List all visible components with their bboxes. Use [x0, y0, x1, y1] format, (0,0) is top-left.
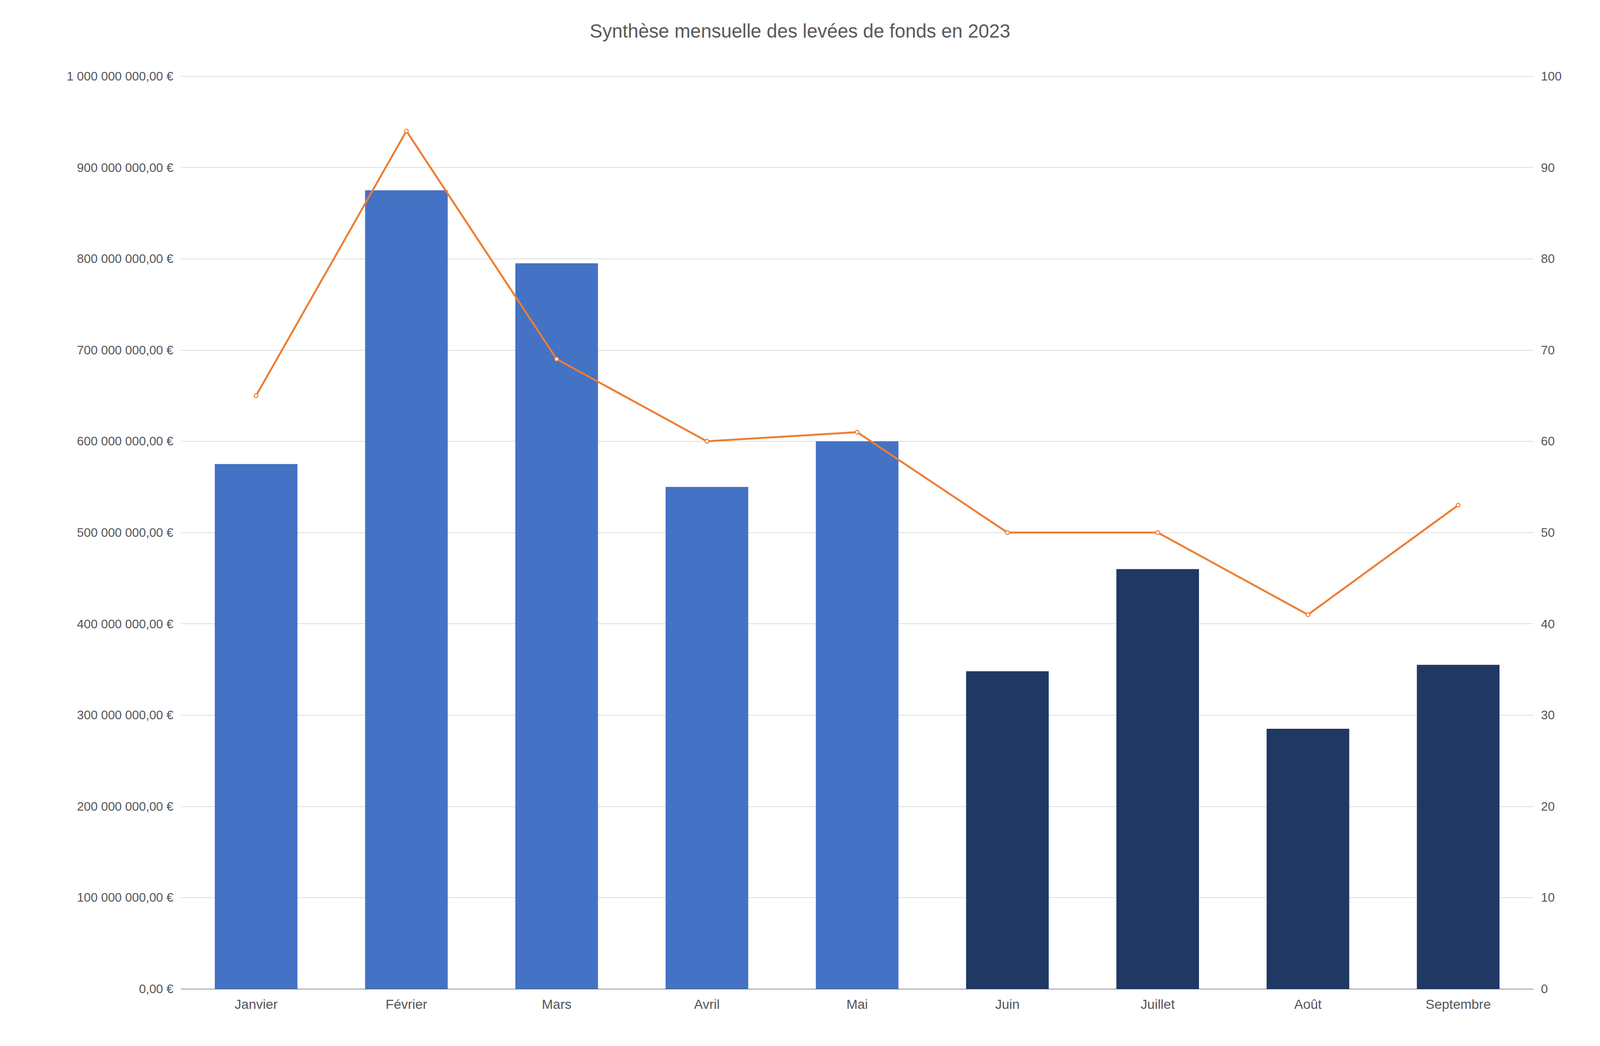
svg-text:20: 20 [1540, 799, 1555, 814]
svg-text:500 000 000,00 €: 500 000 000,00 € [77, 525, 174, 540]
svg-text:200 000 000,00 €: 200 000 000,00 € [77, 799, 174, 814]
svg-text:Mars: Mars [541, 996, 572, 1012]
svg-text:Février: Février [385, 996, 428, 1012]
svg-text:Synthèse mensuelle des levées: Synthèse mensuelle des levées de fonds e… [589, 20, 1011, 42]
svg-text:0,00 €: 0,00 € [139, 981, 174, 997]
svg-text:300 000 000,00 €: 300 000 000,00 € [77, 707, 174, 723]
svg-text:700 000 000,00 €: 700 000 000,00 € [77, 342, 174, 358]
svg-text:30: 30 [1540, 707, 1555, 723]
svg-text:900 000 000,00 €: 900 000 000,00 € [77, 160, 174, 175]
svg-text:800 000 000,00 €: 800 000 000,00 € [77, 251, 174, 266]
svg-text:100 000 000,00 €: 100 000 000,00 € [77, 890, 174, 905]
svg-text:0: 0 [1540, 981, 1548, 997]
svg-text:100: 100 [1540, 69, 1562, 84]
svg-text:70: 70 [1540, 342, 1555, 358]
svg-text:600 000 000,00 €: 600 000 000,00 € [77, 433, 174, 449]
svg-text:Septembre: Septembre [1425, 996, 1491, 1012]
svg-text:1 000 000 000,00 €: 1 000 000 000,00 € [66, 69, 174, 84]
svg-text:Avril: Avril [694, 996, 720, 1012]
svg-text:400 000 000,00 €: 400 000 000,00 € [77, 616, 174, 632]
svg-text:Juillet: Juillet [1140, 996, 1176, 1012]
svg-text:Août: Août [1294, 996, 1322, 1012]
svg-text:Mai: Mai [846, 996, 868, 1012]
svg-text:80: 80 [1540, 251, 1555, 266]
svg-text:60: 60 [1540, 433, 1555, 449]
svg-text:10: 10 [1540, 890, 1555, 905]
svg-text:Juin: Juin [995, 996, 1020, 1012]
svg-text:Janvier: Janvier [234, 996, 278, 1012]
svg-text:40: 40 [1540, 616, 1555, 632]
svg-text:90: 90 [1540, 160, 1555, 175]
svg-text:50: 50 [1540, 525, 1555, 540]
